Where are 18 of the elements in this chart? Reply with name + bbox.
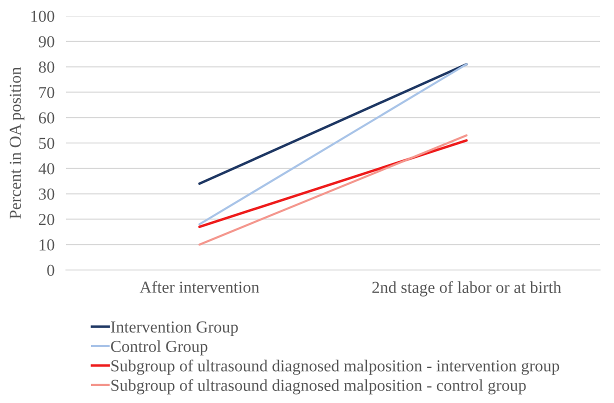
x-tick-label: 2nd stage of labor or at birth xyxy=(372,281,562,296)
legend-label: Control Group xyxy=(111,340,208,356)
legend-label: Subgroup of ultrasound diagnosed malposition - control group xyxy=(111,379,526,394)
y-tick-label: 100 xyxy=(31,10,54,22)
legend-label: Subgroup of ultrasound diagnosed malposition - intervention group xyxy=(111,360,560,375)
y-tick-label: 0 xyxy=(47,264,54,276)
y-tick-label: 80 xyxy=(38,62,54,73)
legend-label: Intervention Group xyxy=(110,321,238,336)
y-tick-label: 20 xyxy=(38,214,54,226)
y-tick-label: 60 xyxy=(38,112,54,124)
y-tick-label: 90 xyxy=(38,36,54,48)
y-tick-label: 30 xyxy=(39,188,54,200)
y-tick-label: 40 xyxy=(38,163,54,174)
x-tick-label: After intervention xyxy=(140,280,260,293)
y-tick-label: 10 xyxy=(40,239,54,251)
y-axis-title: Percent in OA position xyxy=(10,67,24,219)
y-tick-label: 70 xyxy=(39,86,54,98)
y-tick-label: 50 xyxy=(39,138,54,149)
